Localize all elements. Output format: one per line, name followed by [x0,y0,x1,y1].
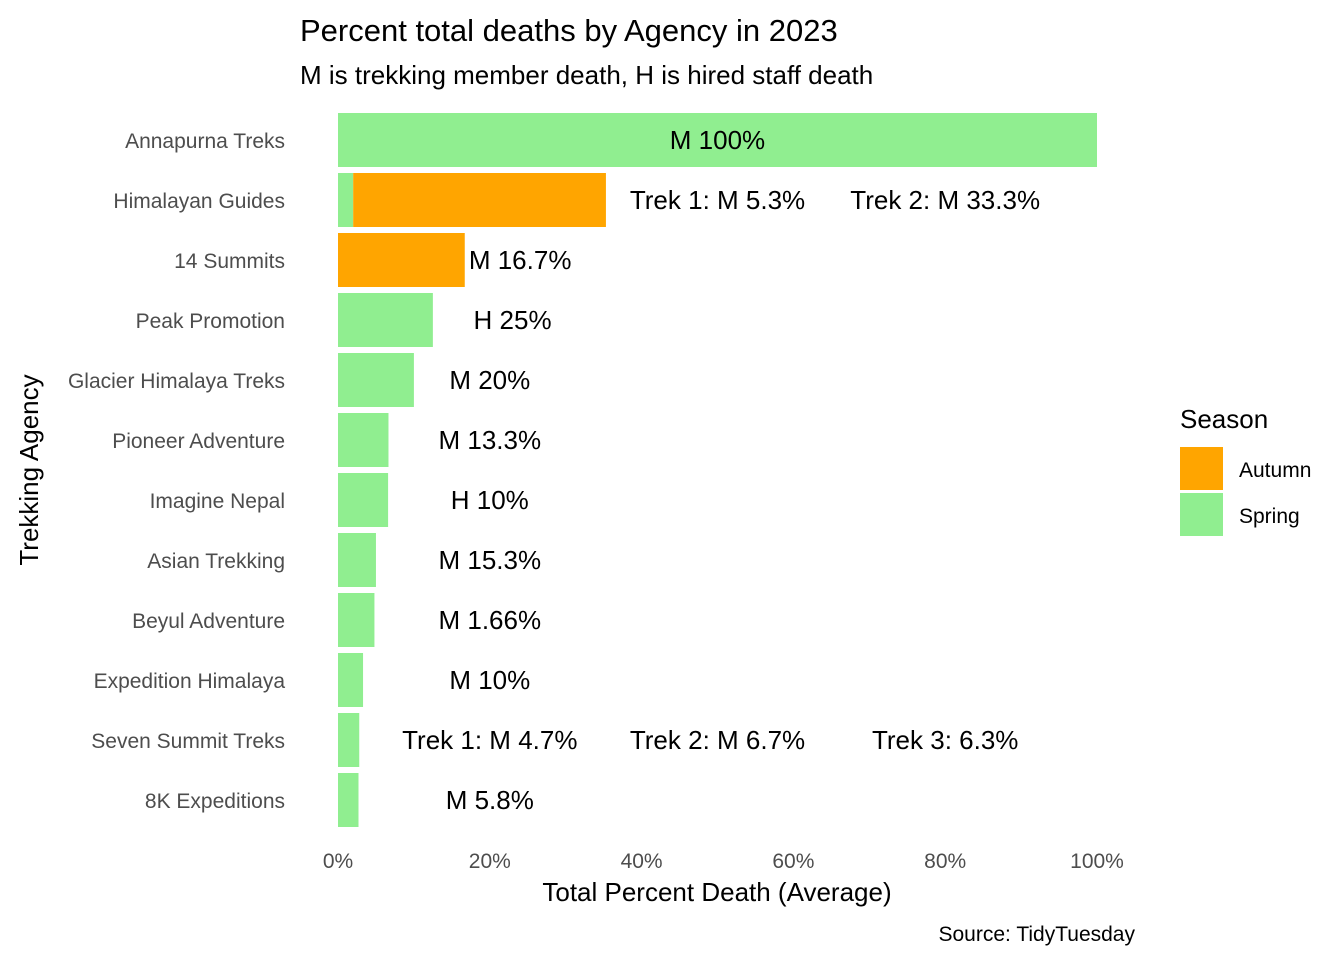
bars-group [338,113,1097,827]
legend: Season Autumn Spring [1180,404,1311,536]
x-axis-title: Total Percent Death (Average) [542,877,891,907]
bar-14-summits-autumn [338,233,465,287]
category-label-asian-trekking: Asian Trekking [147,550,285,573]
bar-seven-summit-treks-spring [338,713,360,767]
bar-himalayan-guides-autumn [353,173,606,227]
data-label-pioneer-adventure-1: M 13.3% [438,425,541,455]
legend-label-spring: Spring [1239,505,1300,528]
category-label-imagine-nepal: Imagine Nepal [150,490,285,513]
data-label-beyul-adventure-1: M 1.66% [438,605,541,635]
bar-expedition-himalaya-spring [338,653,364,707]
data-label-seven-summit-treks-3: Trek 3: 6.3% [872,725,1018,755]
data-label-seven-summit-treks-1: Trek 1: M 4.7% [402,725,577,755]
category-label-seven-summit-treks: Seven Summit Treks [91,730,285,753]
legend-title: Season [1180,404,1268,434]
category-label-glacier-himalaya-treks: Glacier Himalaya Treks [68,370,285,393]
data-label-expedition-himalaya-1: M 10% [449,665,530,695]
x-tick-label-5: 100% [1070,850,1124,873]
x-tick-label-3: 60% [772,850,814,873]
category-label-annapurna-treks: Annapurna Treks [125,130,285,153]
legend-key-spring [1180,493,1223,536]
bar-annapurna-treks-spring [338,113,1097,167]
data-label-annapurna-treks-1: M 100% [670,125,765,155]
bar-peak-promotion-spring [338,293,433,347]
category-label-himalayan-guides: Himalayan Guides [113,190,285,213]
bar-glacier-himalaya-treks-spring [338,353,414,407]
legend-label-autumn: Autumn [1239,459,1311,482]
legend-key-autumn [1180,447,1223,490]
x-tick-label-2: 40% [621,850,663,873]
bar-asian-trekking-spring [338,533,376,587]
data-label-imagine-nepal-1: H 10% [451,485,529,515]
data-label-14-summits-1: M 16.7% [469,245,572,275]
bar-beyul-adventure-spring [338,593,375,647]
category-label-pioneer-adventure: Pioneer Adventure [112,430,285,453]
category-label-8k-expeditions: 8K Expeditions [145,790,285,813]
source-caption: Source: TidyTuesday [939,923,1136,946]
chart-subtitle: M is trekking member death, H is hired s… [300,60,873,90]
x-tick-label-1: 20% [469,850,511,873]
y-axis-title: Trekking Agency [14,374,44,565]
x-tick-label-4: 80% [924,850,966,873]
data-label-asian-trekking-1: M 15.3% [438,545,541,575]
category-label-peak-promotion: Peak Promotion [136,310,285,333]
bar-himalayan-guides-spring [338,173,354,227]
data-label-himalayan-guides-1: Trek 1: M 5.3% [630,185,805,215]
bar-8k-expeditions-spring [338,773,359,827]
category-labels: Annapurna Treks Himalayan Guides 14 Summit… [68,130,285,813]
data-label-glacier-himalaya-treks-1: M 20% [449,365,530,395]
category-label-beyul-adventure: Beyul Adventure [132,610,285,633]
bar-pioneer-adventure-spring [338,413,389,467]
x-tick-label-0: 0% [323,850,353,873]
data-label-seven-summit-treks-2: Trek 2: M 6.7% [630,725,805,755]
chart-title: Percent total deaths by Agency in 2023 [300,13,838,48]
data-label-himalayan-guides-2: Trek 2: M 33.3% [850,185,1040,215]
category-label-expedition-himalaya: Expedition Himalaya [94,670,286,693]
data-labels: M 100% Trek 1: M 5.3% Trek 2: M 33.3% M 16.… [402,125,1040,815]
data-label-8k-expeditions-1: M 5.8% [446,785,534,815]
bar-imagine-nepal-spring [338,473,389,527]
data-label-peak-promotion-1: H 25% [474,305,552,335]
category-label-14-summits: 14 Summits [174,250,285,273]
x-tick-labels: 0% 20% 40% 60% 80% 100% [323,850,1124,873]
